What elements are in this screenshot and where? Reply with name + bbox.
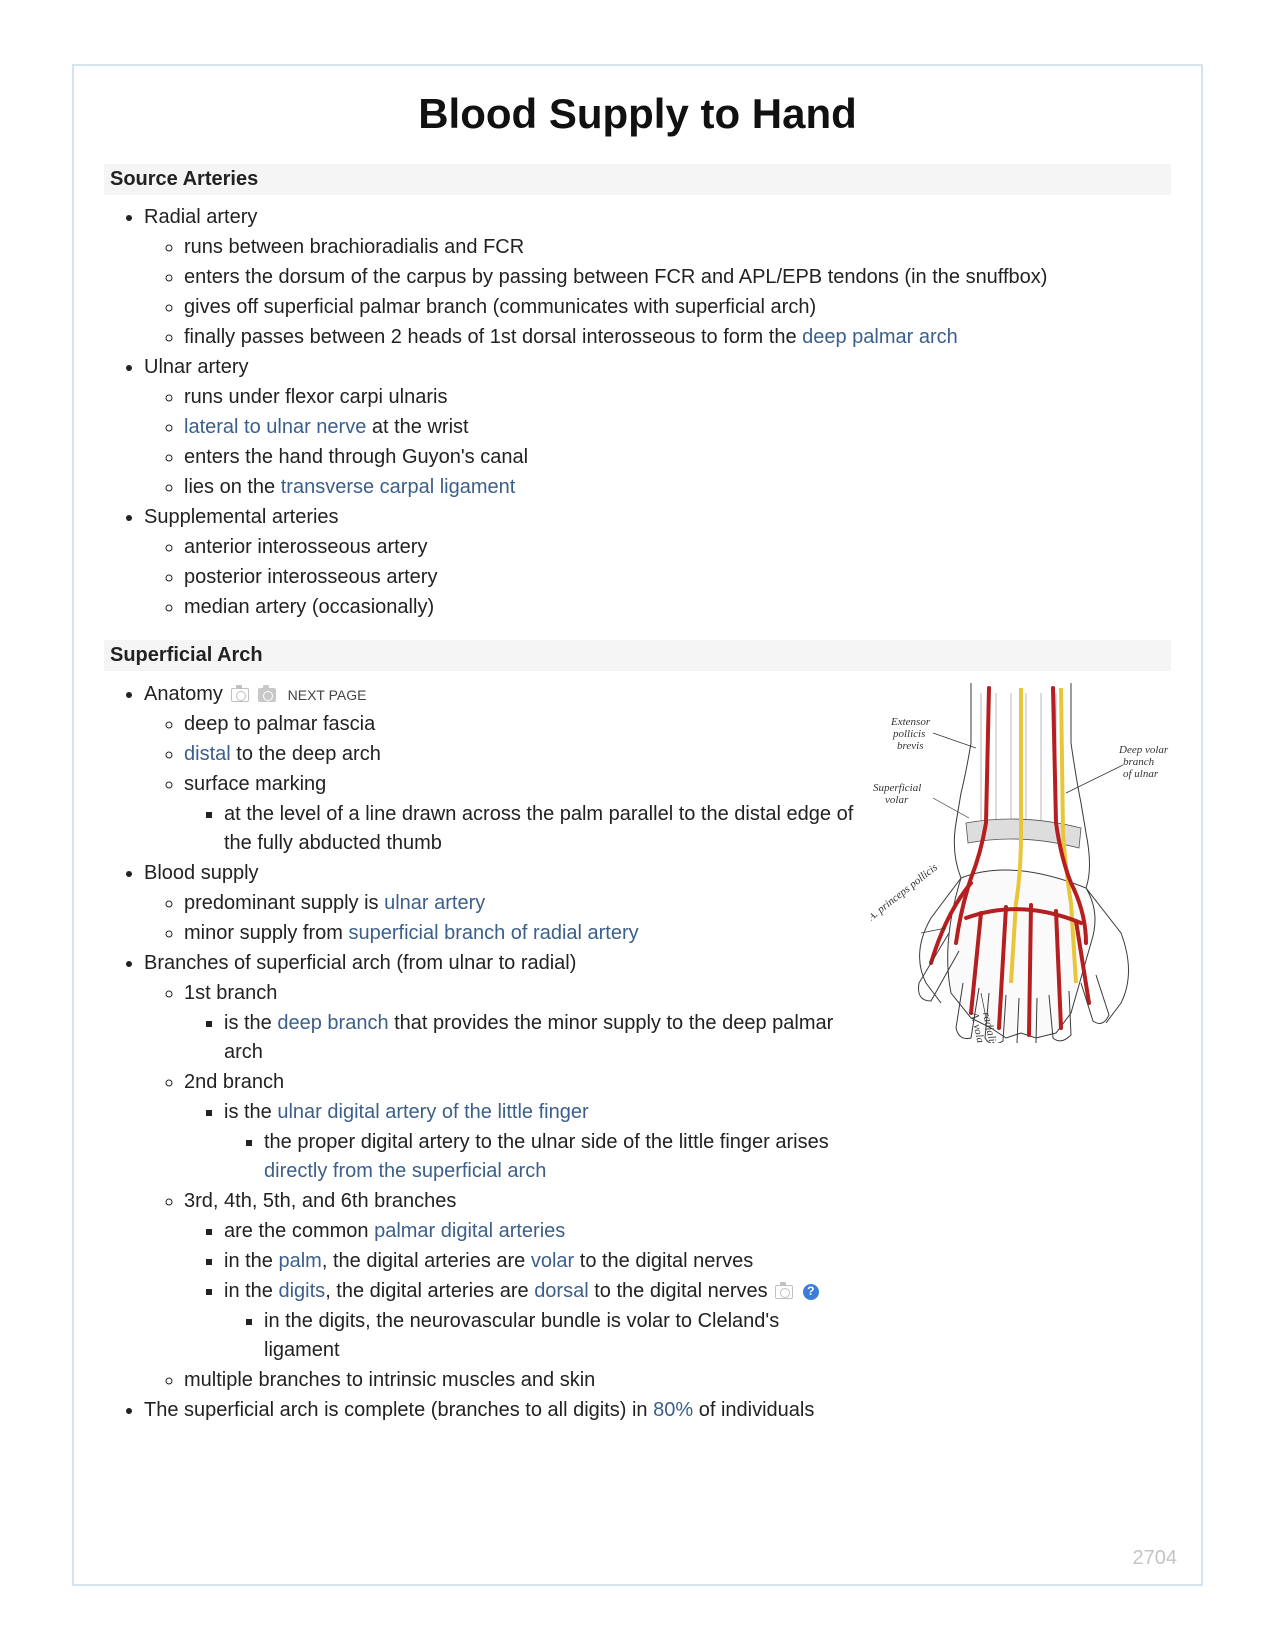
list-item: at the level of a line drawn across the … xyxy=(224,800,855,858)
text: 1st branch xyxy=(184,982,277,1004)
list-item: finally passes between 2 heads of 1st do… xyxy=(184,323,1171,352)
link-palm[interactable]: palm xyxy=(278,1250,321,1272)
list-item: lateral to ulnar nerve at the wrist xyxy=(184,413,1171,442)
section-header-superficial: Superficial Arch xyxy=(104,640,1171,671)
list-item: surface marking at the level of a line d… xyxy=(184,770,855,858)
list-item: 2nd branch is the ulnar digital artery o… xyxy=(184,1068,855,1186)
text: lies on the xyxy=(184,476,281,498)
section-superficial-arch: Superficial Arch Anatomy NEXT PAGE deep … xyxy=(104,640,1171,1426)
section-header-source: Source Arteries xyxy=(104,164,1171,195)
illustration-label: Superficialvolar xyxy=(873,782,921,806)
list-item: are the common palmar digital arteries xyxy=(224,1217,855,1246)
link-transverse-carpal-ligament[interactable]: transverse carpal ligament xyxy=(281,476,516,498)
list-item: lies on the transverse carpal ligament xyxy=(184,473,1171,502)
link-directly-superficial-arch[interactable]: directly from the superficial arch xyxy=(264,1160,546,1182)
section-source-arteries: Source Arteries Radial artery runs betwe… xyxy=(104,164,1171,622)
camera-outline-icon[interactable] xyxy=(775,1285,793,1299)
list-item: is the deep branch that provides the min… xyxy=(224,1009,855,1067)
link-digits[interactable]: digits xyxy=(278,1280,325,1302)
link-superficial-branch-radial[interactable]: superficial branch of radial artery xyxy=(349,922,639,944)
illustration-label: Deep volarbranchof ulnar xyxy=(1118,744,1169,780)
list-item: anterior interosseous artery xyxy=(184,533,1171,562)
text: , the digital arteries are xyxy=(322,1250,531,1272)
list-item: the proper digital artery to the ulnar s… xyxy=(264,1128,855,1186)
superficial-list: Anatomy NEXT PAGE deep to palmar fascia … xyxy=(104,680,855,1425)
source-list: Radial artery runs between brachioradial… xyxy=(104,203,1171,622)
text: finally passes between 2 heads of 1st do… xyxy=(184,326,802,348)
next-page-label[interactable]: NEXT PAGE xyxy=(288,687,367,703)
text: in the xyxy=(224,1280,278,1302)
list-item: multiple branches to intrinsic muscles a… xyxy=(184,1366,855,1395)
list-item: predominant supply is ulnar artery xyxy=(184,889,855,918)
text: to the digital nerves xyxy=(574,1250,753,1272)
list-item: Radial artery runs between brachioradial… xyxy=(144,203,1171,352)
link-deep-palmar-arch[interactable]: deep palmar arch xyxy=(802,326,958,348)
text: in the xyxy=(224,1250,278,1272)
text: are the common xyxy=(224,1220,374,1242)
list-item: Supplemental arteries anterior interosse… xyxy=(144,503,1171,622)
page-number: 2704 xyxy=(1133,1547,1178,1570)
text: surface marking xyxy=(184,773,326,795)
page-frame: Blood Supply to Hand Source Arteries Rad… xyxy=(72,64,1203,1586)
text: is the xyxy=(224,1101,277,1123)
list-item: 3rd, 4th, 5th, and 6th branches are the … xyxy=(184,1187,855,1365)
link-palmar-digital-arteries[interactable]: palmar digital arteries xyxy=(374,1220,565,1242)
link-deep-branch[interactable]: deep branch xyxy=(277,1012,388,1034)
list-item: The superficial arch is complete (branch… xyxy=(144,1396,855,1425)
text: 3rd, 4th, 5th, and 6th branches xyxy=(184,1190,456,1212)
list-item: is the ulnar digital artery of the littl… xyxy=(224,1098,855,1186)
list-item: posterior interosseous artery xyxy=(184,563,1171,592)
supplemental-label: Supplemental arteries xyxy=(144,506,339,528)
radial-label: Radial artery xyxy=(144,206,257,228)
page-title: Blood Supply to Hand xyxy=(104,90,1171,138)
camera-outline-icon[interactable] xyxy=(231,688,249,702)
list-item: Ulnar artery runs under flexor carpi uln… xyxy=(144,353,1171,502)
anatomy-label: Anatomy xyxy=(144,683,223,705)
link-dorsal[interactable]: dorsal xyxy=(534,1280,588,1302)
illustration-label: A. princeps pollicis xyxy=(871,861,940,924)
hand-anatomy-illustration: Extensorpollicisbrevis Deep volarbrancho… xyxy=(871,683,1171,1043)
text: to the digital nerves xyxy=(589,1280,774,1302)
ulnar-label: Ulnar artery xyxy=(144,356,248,378)
text: , the digital arteries are xyxy=(325,1280,534,1302)
link-ulnar-digital-artery[interactable]: ulnar digital artery of the little finge… xyxy=(277,1101,588,1123)
blood-label: Blood supply xyxy=(144,862,259,884)
link-distal[interactable]: distal xyxy=(184,743,231,765)
list-item: Branches of superficial arch (from ulnar… xyxy=(144,949,855,1395)
text: at the wrist xyxy=(366,416,468,438)
link-volar[interactable]: volar xyxy=(531,1250,574,1272)
list-item: in the digits, the neurovascular bundle … xyxy=(264,1307,855,1365)
text: The superficial arch is complete (branch… xyxy=(144,1399,653,1421)
text: the proper digital artery to the ulnar s… xyxy=(264,1131,829,1153)
link-ulnar-artery[interactable]: ulnar artery xyxy=(384,892,485,914)
text: of individuals xyxy=(693,1399,814,1421)
text: is the xyxy=(224,1012,277,1034)
text: minor supply from xyxy=(184,922,349,944)
list-item: runs under flexor carpi ulnaris xyxy=(184,383,1171,412)
list-item: in the digits, the digital arteries are … xyxy=(224,1277,855,1365)
list-item: runs between brachioradialis and FCR xyxy=(184,233,1171,262)
link-80-percent[interactable]: 80% xyxy=(653,1399,693,1421)
list-item: gives off superficial palmar branch (com… xyxy=(184,293,1171,322)
list-item: 1st branch is the deep branch that provi… xyxy=(184,979,855,1067)
list-item: minor supply from superficial branch of … xyxy=(184,919,855,948)
link-lateral-ulnar-nerve[interactable]: lateral to ulnar nerve xyxy=(184,416,366,438)
text: 2nd branch xyxy=(184,1071,284,1093)
list-item: enters the dorsum of the carpus by passi… xyxy=(184,263,1171,292)
camera-solid-icon[interactable] xyxy=(258,688,276,702)
text: predominant supply is xyxy=(184,892,384,914)
list-item: median artery (occasionally) xyxy=(184,593,1171,622)
illustration-label: Extensorpollicisbrevis xyxy=(890,716,931,752)
list-item: enters the hand through Guyon's canal xyxy=(184,443,1171,472)
list-item: distal to the deep arch xyxy=(184,740,855,769)
text: to the deep arch xyxy=(231,743,381,765)
branches-label: Branches of superficial arch (from ulnar… xyxy=(144,952,576,974)
list-item: Anatomy NEXT PAGE deep to palmar fascia … xyxy=(144,680,855,858)
list-item: deep to palmar fascia xyxy=(184,710,855,739)
list-item: Blood supply predominant supply is ulnar… xyxy=(144,859,855,948)
list-item: in the palm, the digital arteries are vo… xyxy=(224,1247,855,1276)
help-icon[interactable]: ? xyxy=(803,1284,819,1300)
